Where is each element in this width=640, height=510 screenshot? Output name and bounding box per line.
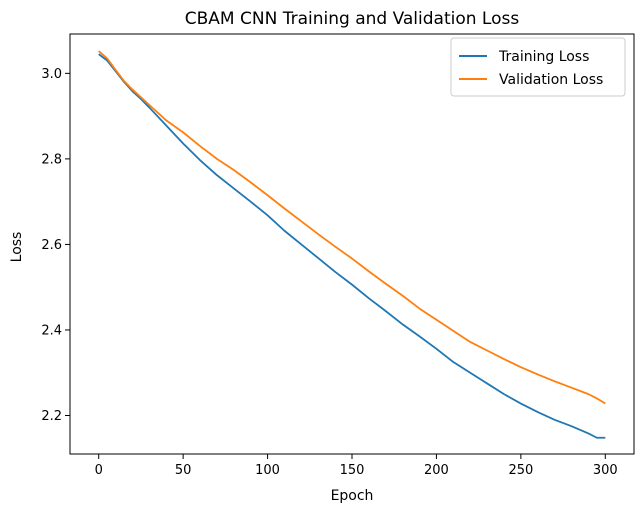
series-line-training (98, 53, 606, 439)
y-tick-label: 3.0 (41, 67, 62, 82)
y-tick-label: 2.8 (41, 152, 62, 167)
x-tick-label: 0 (95, 463, 103, 478)
y-tick-label: 2.6 (41, 238, 62, 253)
x-tick-label: 50 (175, 463, 192, 478)
series-layer (98, 50, 606, 439)
y-tick-label: 2.4 (41, 323, 62, 338)
y-axis-label: Loss (9, 232, 25, 263)
series-line-validation (98, 50, 606, 405)
x-axis-label: Epoch (331, 488, 374, 504)
x-tick-label: 250 (508, 463, 533, 478)
legend: Training Loss Validation Loss (450, 37, 626, 97)
x-tick-label: 300 (593, 463, 618, 478)
y-axis-ticks: 2.2 2.4 2.6 2.8 3.0 (41, 67, 70, 424)
legend-label-validation: Validation Loss (499, 72, 603, 88)
x-axis-ticks: 0 50 100 150 200 250 300 (95, 454, 618, 478)
x-tick-label: 150 (340, 463, 365, 478)
y-tick-label: 2.2 (41, 409, 62, 424)
chart-title: CBAM CNN Training and Validation Loss (185, 9, 520, 29)
x-tick-label: 100 (255, 463, 280, 478)
x-tick-label: 200 (424, 463, 449, 478)
legend-box (450, 37, 626, 97)
legend-label-training: Training Loss (498, 49, 589, 65)
